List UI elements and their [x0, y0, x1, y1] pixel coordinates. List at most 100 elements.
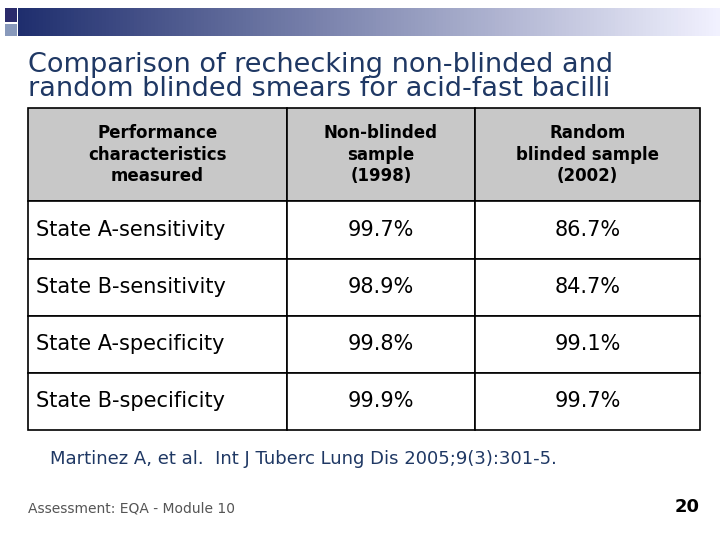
Bar: [366, 8, 369, 36]
Bar: [510, 8, 513, 36]
Bar: [590, 8, 593, 36]
Bar: [229, 8, 232, 36]
Bar: [257, 8, 260, 36]
Bar: [28, 259, 287, 316]
Bar: [287, 201, 475, 259]
Bar: [334, 8, 338, 36]
Bar: [692, 8, 696, 36]
Bar: [287, 108, 475, 201]
Bar: [454, 8, 456, 36]
Bar: [194, 8, 197, 36]
Bar: [151, 8, 155, 36]
Bar: [173, 8, 176, 36]
Bar: [555, 8, 559, 36]
Bar: [411, 8, 415, 36]
Bar: [495, 8, 499, 36]
Bar: [260, 8, 264, 36]
Bar: [369, 8, 372, 36]
Bar: [5, 24, 17, 36]
Bar: [372, 8, 376, 36]
Bar: [39, 8, 42, 36]
Bar: [608, 8, 611, 36]
Bar: [418, 8, 422, 36]
Bar: [520, 8, 523, 36]
Text: State B-specificity: State B-specificity: [36, 392, 225, 411]
Bar: [696, 8, 699, 36]
Bar: [155, 8, 158, 36]
Bar: [302, 8, 306, 36]
Bar: [28, 108, 287, 201]
Bar: [127, 8, 130, 36]
Bar: [464, 8, 467, 36]
Bar: [390, 8, 394, 36]
Bar: [239, 8, 243, 36]
Bar: [63, 8, 67, 36]
Bar: [523, 8, 527, 36]
Bar: [99, 8, 102, 36]
Bar: [443, 8, 446, 36]
Text: Performance
characteristics
measured: Performance characteristics measured: [88, 124, 227, 185]
Bar: [541, 8, 544, 36]
Bar: [475, 373, 700, 430]
Text: 99.9%: 99.9%: [348, 392, 414, 411]
Bar: [278, 8, 282, 36]
Bar: [425, 8, 428, 36]
Bar: [312, 8, 316, 36]
Bar: [158, 8, 162, 36]
Bar: [81, 8, 85, 36]
Bar: [351, 8, 355, 36]
Bar: [25, 8, 29, 36]
Bar: [647, 8, 650, 36]
Bar: [292, 8, 295, 36]
Bar: [5, 8, 17, 22]
Bar: [197, 8, 200, 36]
Bar: [91, 8, 95, 36]
Bar: [622, 8, 625, 36]
Bar: [675, 8, 678, 36]
Bar: [513, 8, 516, 36]
Bar: [327, 8, 330, 36]
Text: Martinez A, et al.  Int J Tuberc Lung Dis 2005;9(3):301-5.: Martinez A, et al. Int J Tuberc Lung Dis…: [50, 450, 557, 468]
Bar: [211, 8, 215, 36]
Bar: [134, 8, 138, 36]
Bar: [285, 8, 288, 36]
Bar: [503, 8, 506, 36]
Bar: [274, 8, 278, 36]
Bar: [78, 8, 81, 36]
Bar: [222, 8, 225, 36]
Bar: [271, 8, 274, 36]
Bar: [516, 8, 520, 36]
Bar: [439, 8, 443, 36]
Bar: [552, 8, 555, 36]
Text: 84.7%: 84.7%: [554, 277, 621, 297]
Bar: [664, 8, 667, 36]
Bar: [179, 8, 183, 36]
Bar: [267, 8, 271, 36]
Bar: [587, 8, 590, 36]
Bar: [207, 8, 211, 36]
Text: 99.1%: 99.1%: [554, 334, 621, 354]
Bar: [408, 8, 411, 36]
Bar: [253, 8, 257, 36]
Bar: [713, 8, 716, 36]
Bar: [71, 8, 74, 36]
Bar: [471, 8, 474, 36]
Bar: [436, 8, 439, 36]
Bar: [632, 8, 636, 36]
Bar: [310, 8, 312, 36]
Bar: [204, 8, 207, 36]
Bar: [492, 8, 495, 36]
Bar: [404, 8, 408, 36]
Bar: [287, 259, 475, 316]
Bar: [600, 8, 604, 36]
Bar: [629, 8, 632, 36]
Bar: [42, 8, 46, 36]
Bar: [28, 373, 287, 430]
Bar: [657, 8, 660, 36]
Bar: [685, 8, 688, 36]
Bar: [218, 8, 222, 36]
Bar: [639, 8, 643, 36]
Text: Comparison of rechecking non-blinded and: Comparison of rechecking non-blinded and: [28, 52, 613, 78]
Bar: [176, 8, 179, 36]
Bar: [287, 316, 475, 373]
